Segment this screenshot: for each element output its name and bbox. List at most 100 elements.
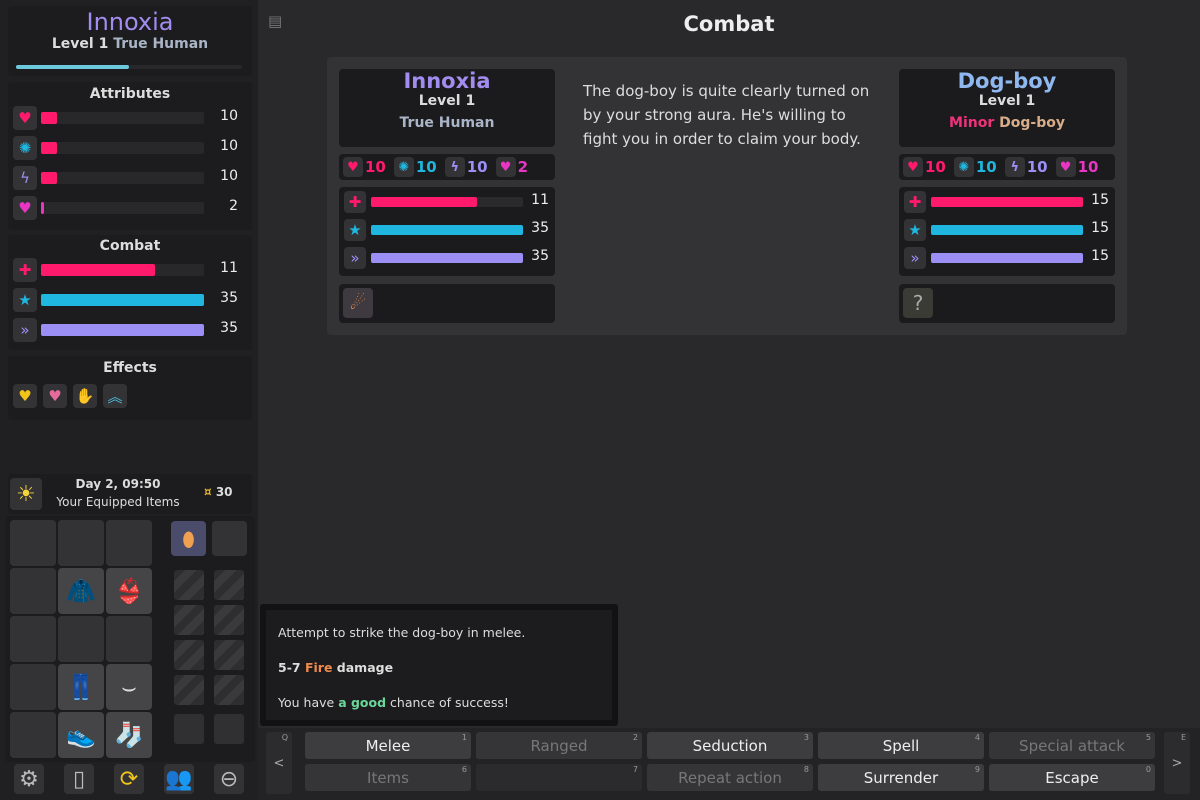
characters-icon[interactable]: 👥 (164, 764, 194, 794)
empty-slot[interactable] (106, 520, 152, 566)
brain-icon: ✺ (393, 157, 414, 177)
stat-bar (41, 142, 204, 154)
action-tooltip: Attempt to strike the dog-boy in melee. … (260, 604, 618, 726)
leggings-icon[interactable]: 👖 (58, 664, 104, 710)
phone-icon[interactable]: ▯ (64, 764, 94, 794)
locked-slot[interactable] (214, 570, 244, 600)
key-hint: E (1180, 733, 1186, 742)
swap-icon[interactable]: ⟳ (114, 764, 144, 794)
stat-value: 15 (1091, 192, 1109, 208)
health-icon[interactable]: ✚ (13, 258, 37, 282)
locked-slot[interactable] (174, 675, 204, 705)
stat-value: 10 (415, 158, 437, 176)
stat-bar (41, 294, 204, 306)
hoodie-icon[interactable]: 🧥 (58, 568, 104, 614)
locked-slot[interactable] (174, 605, 204, 635)
stat-value: 35 (531, 248, 549, 264)
inventory-panel: 🧥 👙 👖 ⌣ 👟 🧦 ⬮ (5, 516, 255, 762)
action-button-escape[interactable]: Escape 0 (989, 764, 1155, 791)
stat-bar (931, 197, 1083, 207)
action-button-items[interactable]: Items 6 (305, 764, 471, 791)
player-level: Level 1 (418, 93, 476, 109)
journal-icon[interactable]: ▤ (268, 12, 283, 30)
stat-bar (371, 197, 523, 207)
player-race: True Human (399, 115, 495, 131)
stat-value: 10 (220, 108, 238, 124)
damage-range: 5-7 (278, 660, 301, 675)
zoom-out-icon[interactable]: ⊖ (214, 764, 244, 794)
enemy-info-card[interactable]: Dog-boy Level 1 Minor Dog-boy (899, 69, 1115, 147)
action-button-special-attack[interactable]: Special attack 5 (989, 732, 1155, 759)
empty-slot[interactable] (10, 664, 56, 710)
brain-icon: ✺ (953, 157, 974, 177)
empty-slot[interactable] (106, 616, 152, 662)
heart-icon[interactable]: ♥ (13, 106, 37, 130)
socks-icon[interactable]: 🧦 (106, 712, 152, 758)
empty-slot[interactable] (10, 616, 56, 662)
action-button-melee[interactable]: Melee 1 (305, 732, 471, 759)
empty-slot[interactable] (10, 520, 56, 566)
character-panel: Innoxia Level 1 True Human (8, 6, 252, 76)
action-label: Melee (365, 736, 411, 755)
enemy-attributes: ♥ 10 ✺ 10 ϟ 10 ♥ 10 (899, 154, 1115, 180)
locked-slot[interactable] (214, 605, 244, 635)
aura-star-icon[interactable]: ★ (13, 288, 37, 312)
weapon-crystal-icon[interactable]: ⬮ (171, 521, 206, 556)
enemy-name: Dog-boy (957, 69, 1057, 93)
golden-heart-halo-icon[interactable]: ♥ (13, 384, 37, 408)
unknown-effect-icon[interactable]: ? (903, 288, 933, 318)
double-chevron-up-icon[interactable]: ︽ (103, 384, 127, 408)
energy-icon[interactable]: » (13, 318, 37, 342)
action-label: Special attack (1019, 736, 1125, 755)
previous-page-button[interactable]: < Q (266, 732, 292, 794)
panties-icon[interactable]: ⌣ (106, 664, 152, 710)
player-combat-bars: ✚ 11 ★ 35 » 35 (339, 187, 555, 276)
enemy-race-prefix: Minor (949, 115, 995, 131)
character-name[interactable]: Innoxia (86, 8, 174, 36)
effects-heading: Effects (103, 360, 157, 376)
action-button-empty[interactable]: 7 (476, 764, 642, 791)
stat-value: 10 (365, 158, 386, 176)
empty-slot[interactable] (10, 568, 56, 614)
locked-slot[interactable] (214, 640, 244, 670)
fire-effect-icon[interactable]: ☄ (343, 288, 373, 318)
action-button-spell[interactable]: Spell 4 (818, 732, 984, 759)
stat-bar (41, 202, 204, 214)
attributes-heading: Attributes (89, 86, 171, 102)
action-button-surrender[interactable]: Surrender 9 (818, 764, 984, 791)
energy-icon: » (344, 247, 366, 269)
pink-heart-icon[interactable]: ♥ (43, 384, 67, 408)
key-hint: 5 (1145, 733, 1151, 742)
empty-slot[interactable] (58, 520, 104, 566)
piercing-slot-icon[interactable] (214, 714, 244, 744)
next-page-button[interactable]: > E (1164, 732, 1190, 794)
brain-icon[interactable]: ✺ (13, 136, 37, 160)
locked-slot[interactable] (174, 570, 204, 600)
action-button-seduction[interactable]: Seduction 3 (647, 732, 813, 759)
character-race: True Human (113, 36, 209, 52)
key-hint: 4 (974, 733, 980, 742)
condom-slot-icon[interactable] (174, 714, 204, 744)
settings-gear-icon[interactable]: ⚙ (14, 764, 44, 794)
stat-bar (931, 253, 1083, 263)
hand-icon[interactable]: ✋ (73, 384, 97, 408)
key-hint: 1 (461, 733, 467, 742)
lightning-icon[interactable]: ϟ (13, 166, 37, 190)
action-button-repeat-action[interactable]: Repeat action 8 (647, 764, 813, 791)
sports-bra-icon[interactable]: 👙 (106, 568, 152, 614)
enemy-race: Dog-boy (999, 115, 1065, 131)
sneakers-icon[interactable]: 👟 (58, 712, 104, 758)
sun-icon[interactable]: ☀ (10, 478, 42, 510)
action-label: Escape (1045, 768, 1099, 787)
empty-slot[interactable] (10, 712, 56, 758)
empty-slot[interactable] (58, 616, 104, 662)
locked-slot[interactable] (214, 675, 244, 705)
xp-bar (16, 65, 242, 69)
lightning-icon: ϟ (1004, 157, 1025, 177)
player-info-card[interactable]: Innoxia Level 1 True Human (339, 69, 555, 147)
action-button-ranged[interactable]: Ranged 2 (476, 732, 642, 759)
empty-offhand-slot[interactable] (212, 521, 247, 556)
demon-heart-icon[interactable]: ♥ (13, 196, 37, 220)
locked-slot[interactable] (174, 640, 204, 670)
enemy-combat-bars: ✚ 15 ★ 15 » 15 (899, 187, 1115, 276)
